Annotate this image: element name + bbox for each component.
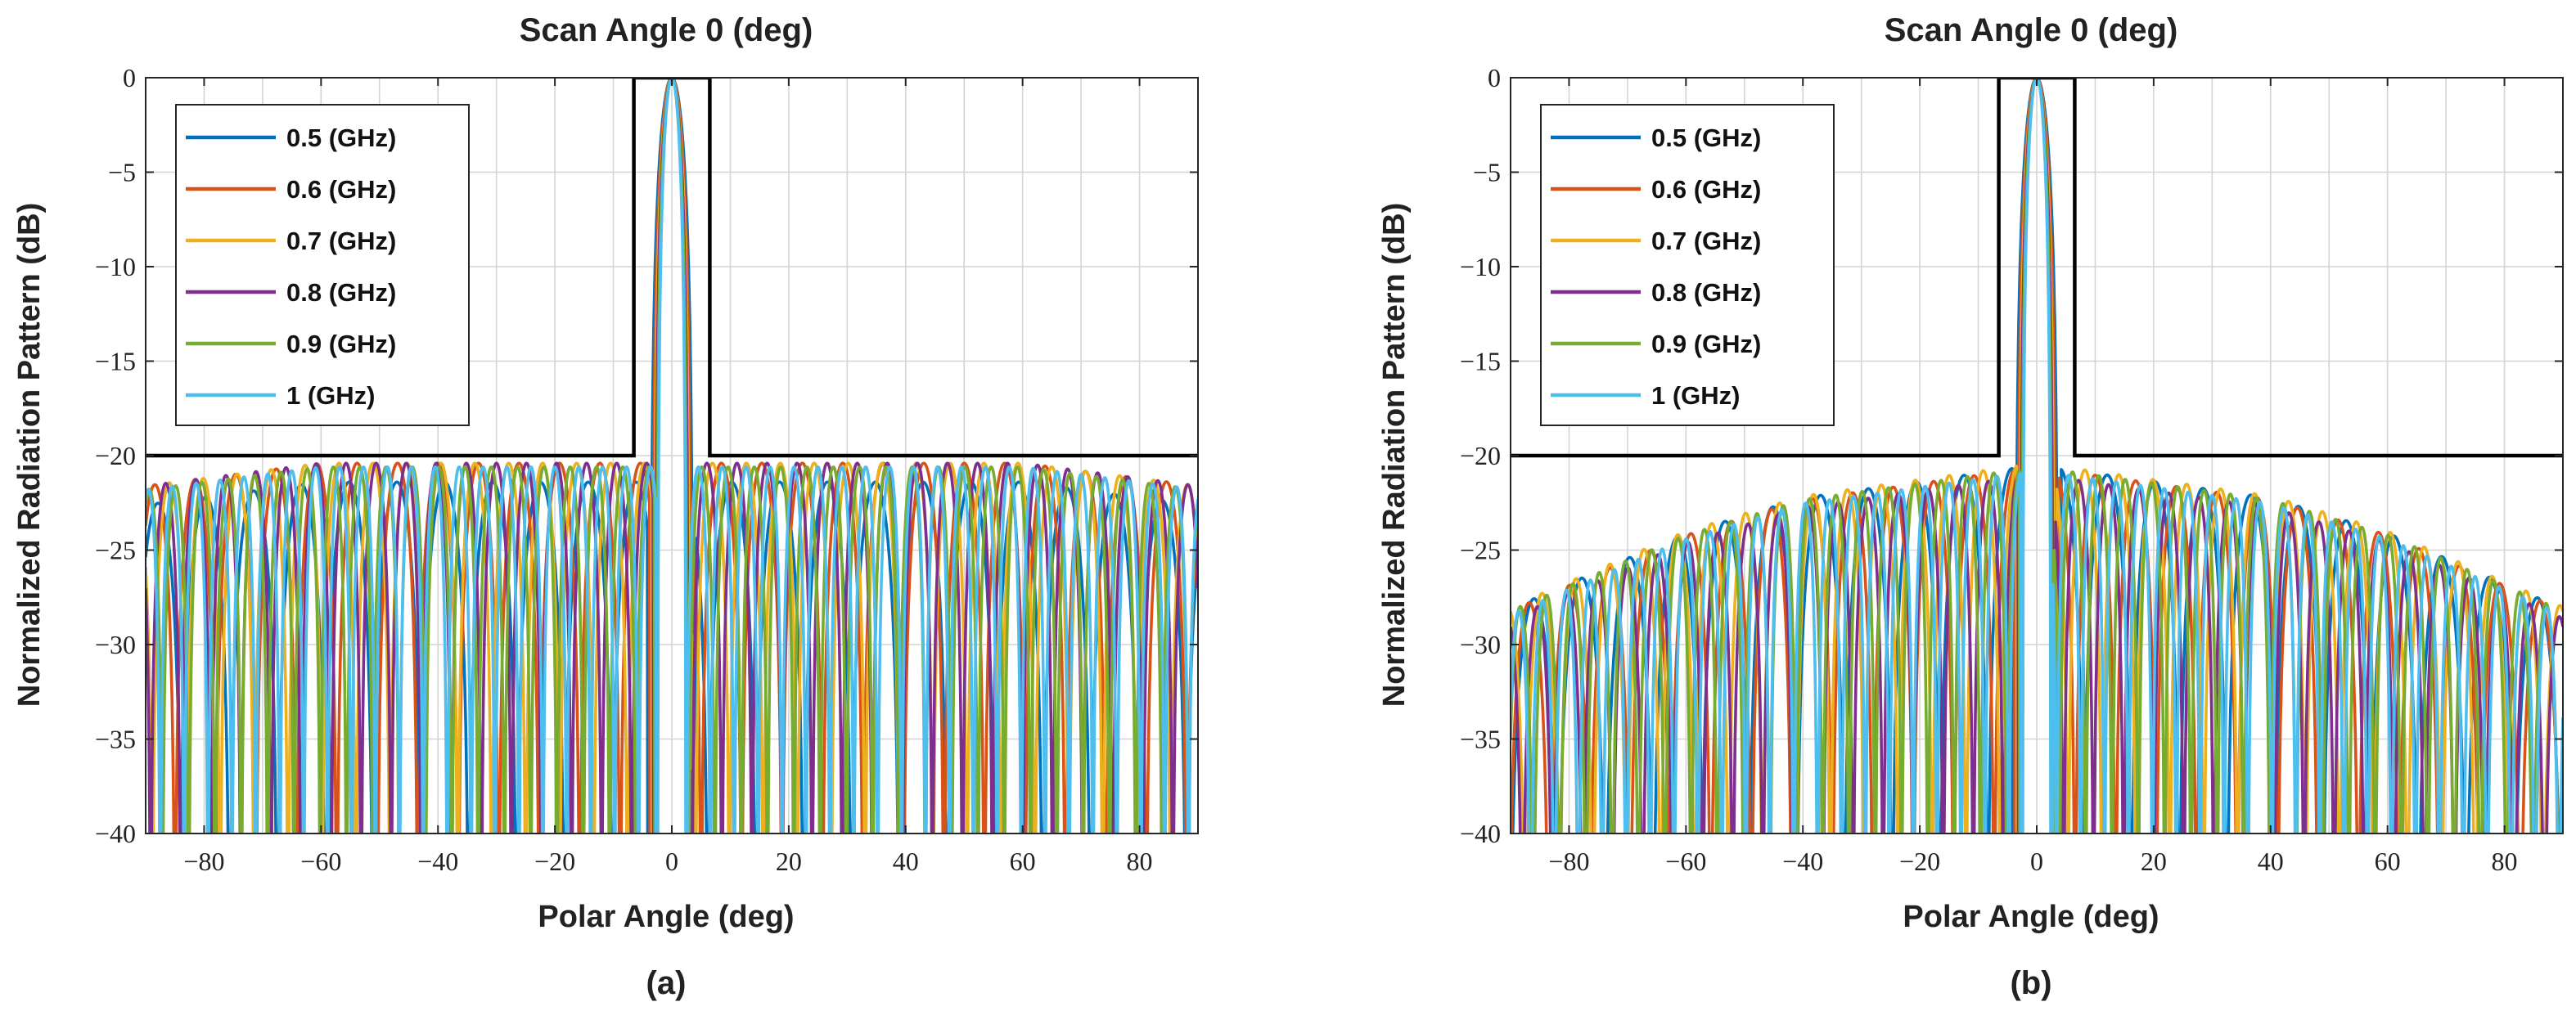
y-tick-label: −25 [1460,536,1501,565]
legend-entry: 0.6 (GHz) [1651,175,1761,204]
series-group [1511,78,2563,834]
y-tick-label: −10 [1460,252,1501,281]
x-tick-label: 60 [2375,847,2401,876]
series-line [1511,78,2563,834]
x-tick-label: −80 [183,847,224,876]
legend-entry: 0.5 (GHz) [286,124,396,152]
series-group [146,78,1198,834]
x-axis-label: Polar Angle (deg) [538,900,794,934]
y-tick-label: −25 [95,536,136,565]
x-tick-label: 20 [2141,847,2167,876]
y-tick-label: −15 [95,347,136,376]
y-tick-label: −10 [95,252,136,281]
x-tick-label: 0 [665,847,678,876]
x-tick-label: −40 [1782,847,1823,876]
chart-panel-b: Scan Angle 0 (deg) Polar Angle (deg) Nor… [1377,12,2564,1001]
x-tick-label: −20 [534,847,575,876]
legend-box [175,104,470,426]
y-tick-label: 0 [1488,63,1501,92]
legend-entry: 0.7 (GHz) [1651,227,1761,255]
ticks: −80 −60 −40 −20 0 20 40 60 80 0 −5 −10 −15 −20 −25 −30 −… [95,63,1198,876]
series-line [1511,78,2560,834]
x-tick-label: −40 [417,847,458,876]
x-tick-label: −60 [1665,847,1706,876]
x-tick-label: 80 [1127,847,1153,876]
y-tick-label: −15 [1460,347,1501,376]
chart-title: Scan Angle 0 (deg) [1885,12,2178,48]
mask-line [146,78,1198,458]
legend-entry: 0.9 (GHz) [286,330,396,358]
panel-label: (b) [2010,965,2051,1001]
x-tick-label: 40 [2258,847,2284,876]
x-tick-label: 40 [893,847,919,876]
y-tick-label: −40 [1460,819,1501,848]
x-tick-label: 0 [2030,847,2043,876]
y-axis-label: Normalized Radiation Pattern (dB) [1377,203,1412,708]
legend-entry: 0.8 (GHz) [1651,278,1761,307]
y-tick-label: −5 [108,158,136,187]
x-tick-label: −60 [300,847,341,876]
series-line [1511,78,2563,834]
x-tick-label: 20 [776,847,802,876]
x-tick-label: −80 [1548,847,1589,876]
y-tick-label: −20 [95,441,136,470]
legend-box [1540,104,1835,426]
y-axis-label: Normalized Radiation Pattern (dB) [12,203,47,708]
y-tick-label: −40 [95,819,136,848]
y-tick-label: −5 [1473,158,1501,187]
ticks: −80 −60 −40 −20 0 20 40 60 80 0 −5 −10 −15 −20 −25 −30 −… [1460,63,2563,876]
legend-entry: 0.6 (GHz) [286,175,396,204]
x-tick-label: 60 [1010,847,1036,876]
mask-line [1511,78,2563,458]
y-tick-label: −30 [1460,630,1501,659]
series-line [146,78,1198,834]
series-line [146,78,1198,834]
x-tick-label: −20 [1899,847,1940,876]
y-tick-label: −30 [95,630,136,659]
x-tick-label: 80 [2492,847,2518,876]
legend-entry: 0.5 (GHz) [1651,124,1761,152]
legend-entry: 0.9 (GHz) [1651,330,1761,358]
legend-entry: 0.7 (GHz) [286,227,396,255]
legend-entry: 1 (GHz) [286,381,376,410]
x-axis-label: Polar Angle (deg) [1903,900,2159,934]
series-line [146,78,1198,834]
legend: 0.5 (GHz) 0.6 (GHz) 0.7 (GHz) 0.8 (GHz) 0.9 … [175,104,470,426]
y-tick-label: −35 [1460,725,1501,754]
panel-label: (a) [646,965,687,1001]
chart-panel-a: Scan Angle 0 (deg) Polar Angle (deg) Nor… [12,12,1199,1001]
legend-entry: 1 (GHz) [1651,381,1741,410]
chart-title: Scan Angle 0 (deg) [520,12,813,48]
y-tick-label: −20 [1460,441,1501,470]
y-tick-label: 0 [123,63,136,92]
legend-entry: 0.8 (GHz) [286,278,396,307]
y-tick-label: −35 [95,725,136,754]
legend: 0.5 (GHz) 0.6 (GHz) 0.7 (GHz) 0.8 (GHz) 0.9 … [1540,104,1835,426]
